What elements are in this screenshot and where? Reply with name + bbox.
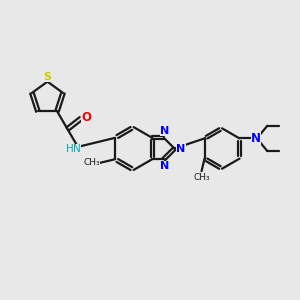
Text: N: N: [73, 144, 81, 154]
Text: S: S: [44, 72, 52, 82]
Text: N: N: [251, 132, 261, 145]
Text: H: H: [66, 144, 74, 154]
Text: O: O: [81, 111, 91, 124]
Text: CH₃: CH₃: [193, 173, 210, 182]
Text: N: N: [160, 126, 169, 136]
Text: N: N: [176, 143, 186, 154]
Text: CH₃: CH₃: [83, 158, 100, 167]
Text: N: N: [160, 161, 169, 171]
